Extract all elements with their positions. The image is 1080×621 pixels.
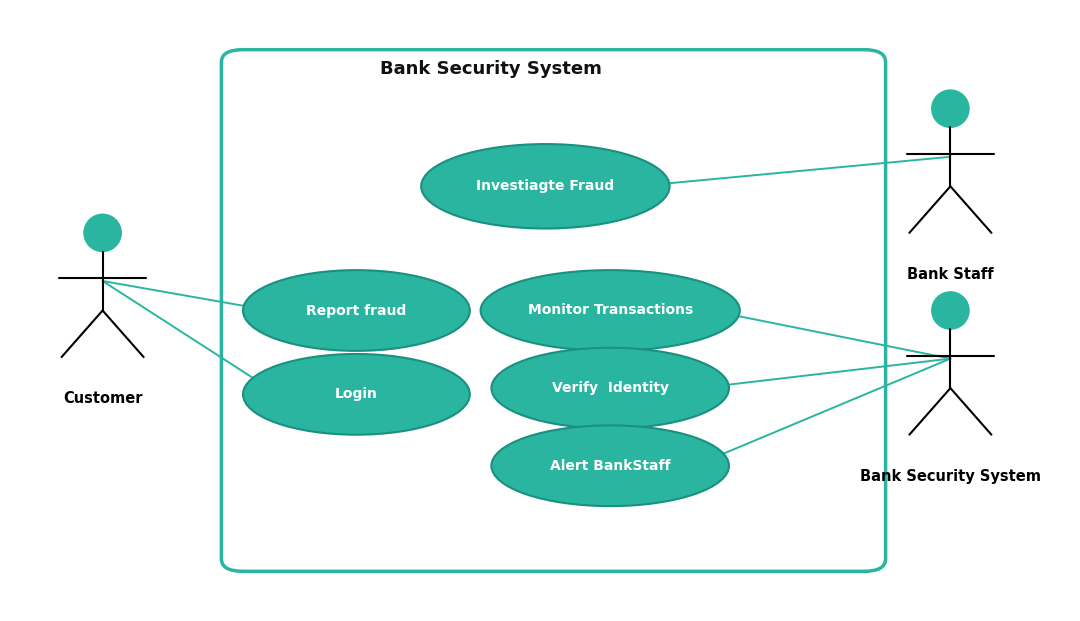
Ellipse shape — [491, 348, 729, 428]
Text: Bank Staff: Bank Staff — [907, 267, 994, 282]
Text: Verify  Identity: Verify Identity — [552, 381, 669, 395]
Text: Login: Login — [335, 388, 378, 401]
Ellipse shape — [243, 270, 470, 351]
Text: Bank Security System: Bank Security System — [860, 469, 1041, 484]
Text: Report fraud: Report fraud — [307, 304, 406, 317]
Ellipse shape — [481, 270, 740, 351]
Ellipse shape — [421, 144, 670, 229]
Ellipse shape — [932, 292, 969, 329]
Text: Customer: Customer — [63, 391, 143, 406]
Ellipse shape — [932, 90, 969, 127]
Text: Bank Security System: Bank Security System — [380, 60, 603, 78]
Ellipse shape — [84, 214, 121, 252]
Text: Monitor Transactions: Monitor Transactions — [527, 304, 693, 317]
Text: Alert BankStaff: Alert BankStaff — [550, 459, 671, 473]
Ellipse shape — [491, 425, 729, 506]
Ellipse shape — [243, 354, 470, 435]
Text: Investiagte Fraud: Investiagte Fraud — [476, 179, 615, 193]
